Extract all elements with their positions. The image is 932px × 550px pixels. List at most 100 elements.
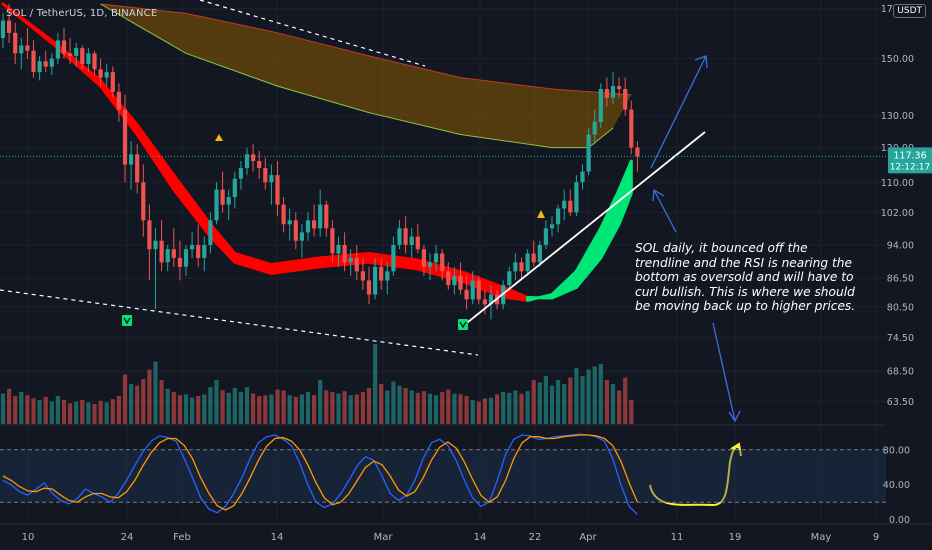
candle-body — [427, 262, 433, 267]
buy-signal-check — [123, 317, 131, 325]
volume-bar — [19, 392, 24, 424]
candle-body — [318, 204, 323, 229]
volume-bar — [104, 402, 109, 424]
volume-bar — [568, 377, 573, 424]
volume-bar — [342, 391, 347, 424]
candle — [604, 77, 609, 107]
symbol-title[interactable]: SOL / TetherUS, 1D, BINANCE — [6, 8, 158, 19]
candle-body — [586, 134, 591, 172]
candle-body — [92, 53, 97, 70]
upper-dashed-trendline — [199, 0, 426, 67]
candle-body — [421, 249, 426, 267]
currency-badge[interactable]: USDT — [893, 4, 926, 18]
volume-bar — [543, 376, 548, 424]
volume-bar — [409, 390, 414, 424]
candle-body — [397, 228, 402, 245]
last-price-value: 117.36 — [893, 150, 926, 161]
candle-body — [49, 58, 54, 67]
volume-bar — [7, 388, 12, 424]
candle-body — [568, 200, 573, 213]
candle — [617, 77, 622, 98]
candle — [122, 94, 128, 183]
candle-body — [385, 271, 390, 281]
cloud-upper-edge — [100, 3, 632, 96]
candle-body — [598, 89, 603, 122]
volume-bar — [68, 403, 73, 424]
candle-body — [177, 257, 182, 267]
candle-body — [507, 271, 512, 286]
volume-bar — [257, 396, 262, 424]
candle-body — [244, 154, 250, 169]
candle-body — [251, 154, 256, 162]
volume-bar — [623, 377, 628, 424]
volume-bar — [397, 385, 402, 424]
candle-body — [86, 53, 91, 64]
candle-body — [104, 72, 109, 78]
candle — [129, 141, 134, 190]
volume-bar — [244, 387, 250, 424]
volume-bar — [153, 361, 158, 424]
volume-bar — [305, 392, 311, 424]
candle-body — [305, 220, 311, 233]
candle-body — [74, 48, 79, 56]
candle — [208, 212, 213, 254]
candle — [488, 285, 494, 320]
volume-bar — [604, 380, 609, 424]
blue-arrow-down — [712, 322, 741, 423]
candle — [37, 55, 42, 81]
candle — [0, 13, 6, 49]
volume-bar — [519, 393, 524, 424]
volume-bar — [171, 392, 176, 424]
candle — [80, 45, 85, 70]
candle-body — [531, 253, 536, 263]
candle — [598, 83, 603, 129]
candle-body — [488, 294, 494, 305]
candle-body — [458, 275, 463, 290]
time-tick-label: 19 — [729, 532, 742, 543]
volume-bar — [287, 395, 292, 424]
candle — [68, 37, 73, 64]
signal-markers — [122, 134, 545, 330]
candle — [464, 275, 469, 310]
volume-bar — [549, 385, 555, 424]
candle — [147, 204, 152, 281]
candle-body — [409, 236, 414, 245]
volume-bar — [190, 397, 195, 424]
time-tick-label: 10 — [22, 532, 35, 543]
volume-bar — [537, 382, 542, 424]
candle-body — [269, 175, 274, 183]
warning-triangle — [215, 134, 223, 141]
candle-body — [232, 178, 237, 198]
volume-bar — [226, 392, 231, 424]
candle — [562, 189, 567, 221]
volume-bar — [562, 384, 567, 424]
volume-bar — [415, 392, 420, 424]
yellow-curl-arrow — [649, 442, 742, 507]
candle-body — [165, 249, 170, 263]
candle — [507, 266, 512, 290]
volume-bar — [122, 374, 128, 424]
stoch-d-line — [2, 434, 638, 511]
candle-body — [287, 220, 292, 225]
volume-bar — [135, 385, 140, 424]
volume-bar — [336, 393, 341, 424]
candle — [171, 228, 176, 267]
candle — [336, 236, 341, 267]
volume-bar — [214, 380, 219, 424]
candle — [49, 53, 54, 75]
candle-body — [440, 253, 445, 272]
volume-bar — [318, 380, 323, 424]
candle — [183, 245, 189, 276]
ma-ribbon-segment — [617, 159, 633, 226]
volume-bar — [116, 396, 121, 424]
candle — [440, 249, 445, 281]
candle — [476, 275, 481, 305]
candle-body — [61, 40, 67, 54]
candle-body — [452, 275, 457, 286]
candle-body — [257, 161, 262, 168]
candle-body — [617, 86, 622, 89]
candle — [610, 72, 616, 104]
candle — [397, 220, 402, 250]
candle-body — [31, 50, 36, 73]
